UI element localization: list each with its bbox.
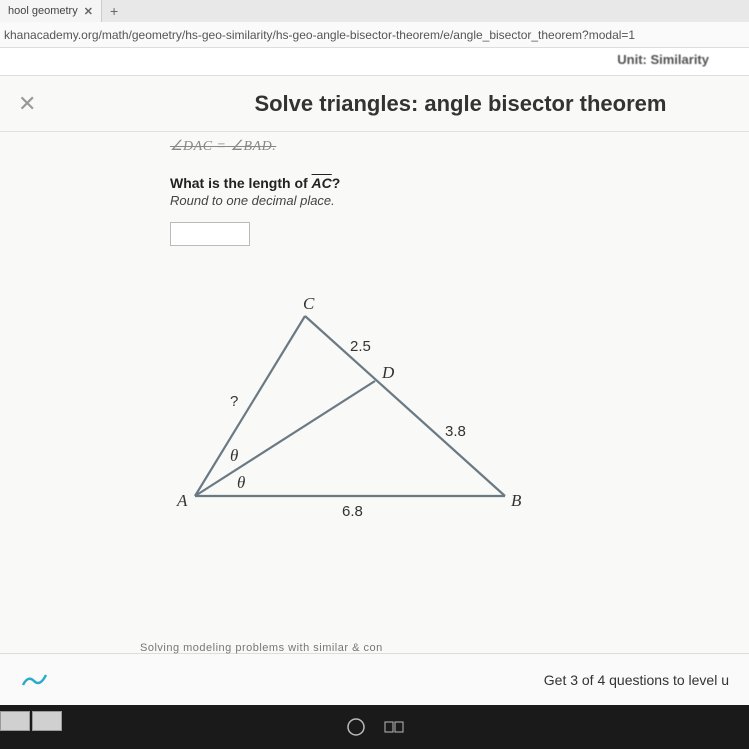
side-db-label: 3.8 [445, 423, 466, 440]
footer-bar: Solving modeling problems with similar &… [0, 653, 749, 705]
close-icon[interactable]: ✕ [84, 5, 93, 18]
unit-header: Unit: Similarity [0, 48, 749, 76]
problem-area: ∠DAC = ∠BAD. What is the length of AC? R… [0, 132, 749, 705]
vertex-a-label: A [176, 491, 188, 510]
new-tab-button[interactable]: + [102, 3, 126, 19]
browser-tab[interactable]: hool geometry ✕ [0, 0, 102, 22]
vertex-c-label: C [303, 294, 315, 313]
title-row: ✕ Solve triangles: angle bisector theore… [0, 76, 749, 132]
vertex-b-label: B [511, 491, 522, 510]
instruction-text: Round to one decimal place. [170, 193, 749, 208]
page-title: Solve triangles: angle bisector theorem [254, 91, 666, 117]
progress-text: Get 3 of 4 questions to level u [544, 672, 729, 688]
side-ac-unknown: ? [230, 393, 238, 410]
triangle-figure: C A B D 2.5 3.8 6.8 ? θ θ [160, 286, 540, 546]
tab-title: hool geometry [8, 5, 78, 17]
unit-label: Unit: Similarity [617, 52, 709, 67]
angle-theta-lower: θ [237, 473, 245, 492]
vertex-d-label: D [381, 363, 395, 382]
side-ab-label: 6.8 [342, 503, 363, 520]
question-text: What is the length of AC? [170, 175, 749, 191]
scratchpad-icon[interactable] [20, 665, 50, 695]
taskbar-preview[interactable] [0, 711, 30, 731]
answer-input[interactable] [170, 222, 250, 246]
cortana-icon[interactable] [338, 709, 374, 745]
close-modal-button[interactable]: ✕ [0, 91, 54, 117]
taskbar-preview[interactable] [32, 711, 62, 731]
browser-tab-bar: hool geometry ✕ + [0, 0, 749, 22]
page-content: Unit: Similarity ✕ Solve triangles: angl… [0, 48, 749, 705]
url-text: khanacademy.org/math/geometry/hs-geo-sim… [4, 28, 635, 42]
segment-notation: AC [312, 175, 332, 191]
side-cd-label: 2.5 [350, 338, 371, 355]
address-bar[interactable]: khanacademy.org/math/geometry/hs-geo-sim… [0, 22, 749, 48]
windows-taskbar[interactable] [0, 705, 749, 749]
task-view-icon[interactable] [376, 709, 412, 745]
fragment-text: Solving modeling problems with similar &… [140, 642, 749, 654]
given-equation: ∠DAC = ∠BAD. [170, 132, 749, 161]
angle-theta-upper: θ [230, 446, 238, 465]
